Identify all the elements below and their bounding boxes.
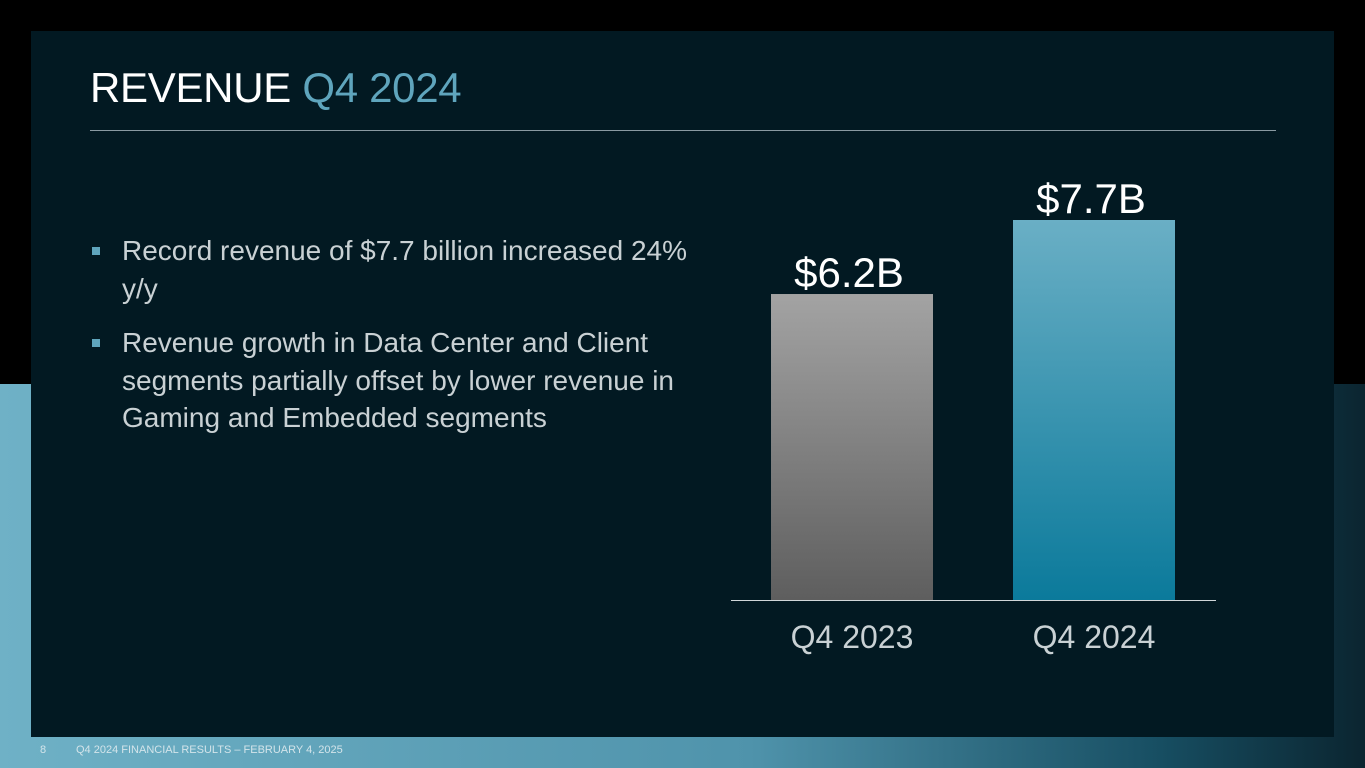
title-accent: Q4 2024 (302, 64, 462, 111)
bullet-list: Record revenue of $7.7 billion increased… (91, 232, 711, 454)
x-tick-label: Q4 2023 (791, 619, 914, 655)
bar-q4-2023 (771, 294, 933, 600)
bullet-item: Record revenue of $7.7 billion increased… (91, 232, 711, 307)
bar-q4-2024 (1013, 220, 1175, 600)
bullet-text: Revenue growth in Data Center and Client… (122, 327, 674, 433)
bullet-text: Record revenue of $7.7 billion increased… (122, 235, 688, 304)
slide-title: REVENUE Q4 2024 (90, 64, 462, 112)
bullet-item: Revenue growth in Data Center and Client… (91, 324, 711, 437)
bullet-square-icon (92, 247, 100, 255)
bullet-square-icon (92, 339, 100, 347)
page-number: 8 (40, 744, 47, 756)
bar-value-label: $6.2B (794, 249, 904, 296)
title-divider (90, 130, 1276, 131)
x-tick-label: Q4 2024 (1033, 619, 1156, 655)
bar-value-label: $7.7B (1036, 175, 1146, 222)
footer: 8 Q4 2024 FINANCIAL RESULTS – FEBRUARY 4,… (40, 744, 343, 756)
title-main: REVENUE (90, 64, 291, 111)
footer-text: Q4 2024 FINANCIAL RESULTS – FEBRUARY 4, … (76, 744, 343, 756)
